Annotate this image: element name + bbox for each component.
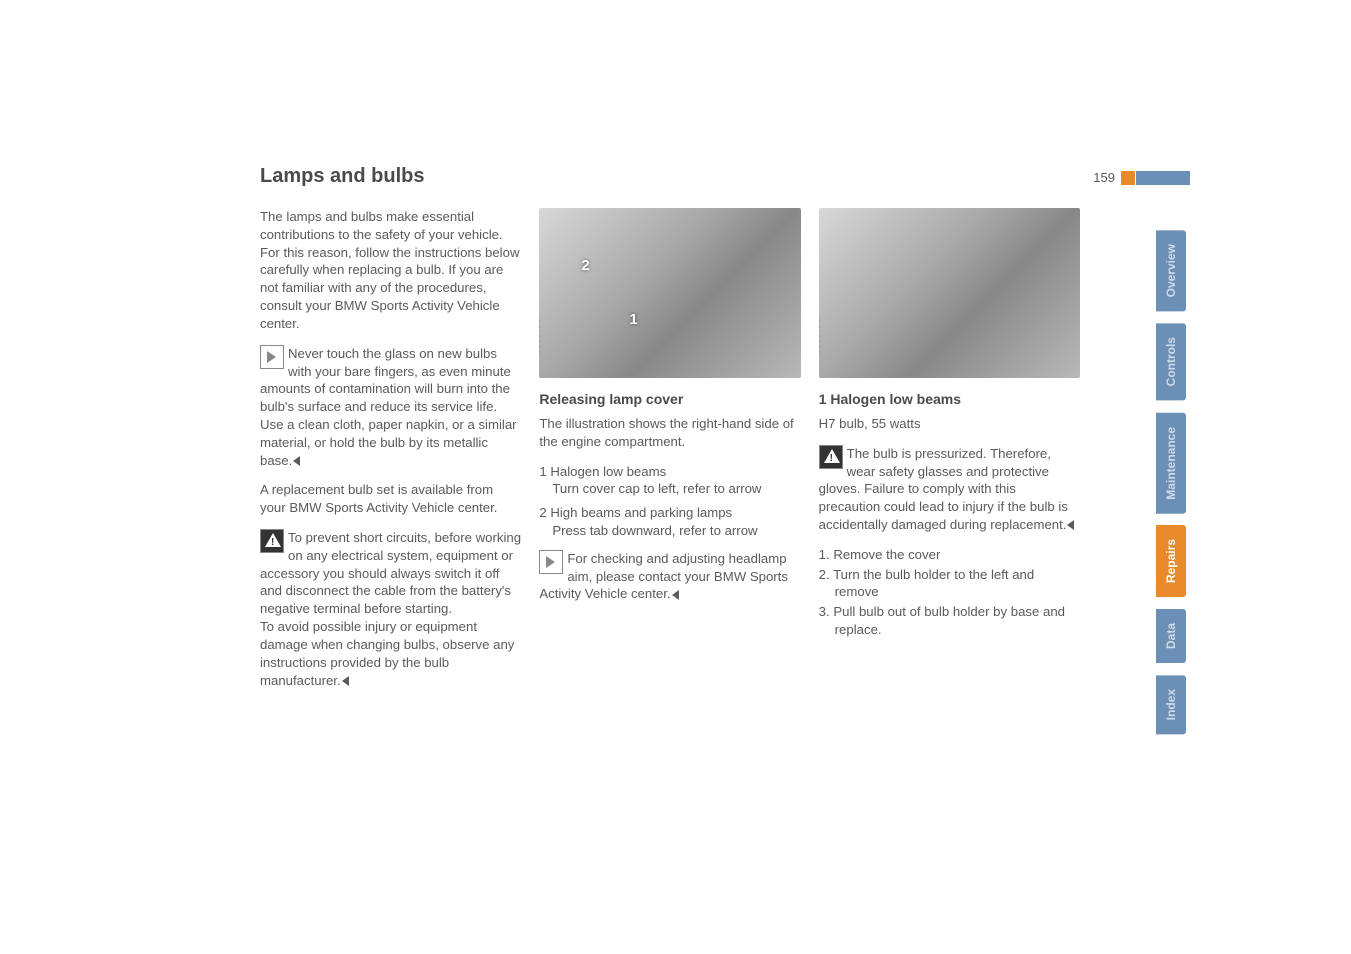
tab-label: Maintenance	[1164, 427, 1178, 500]
warning-block-2: The bulb is pressurized. Therefore, wear…	[819, 445, 1080, 534]
page-title: Lamps and bulbs	[260, 165, 1080, 188]
engine-photo-1: 530de357 2 1	[539, 208, 800, 378]
step-3: 3. Pull bulb out of bulb holder by base …	[819, 603, 1080, 639]
note-text: For checking and adjusting headlamp aim,…	[539, 551, 788, 602]
warning-text-a: To prevent short circuits, before workin…	[260, 530, 521, 616]
photo-code: 530de358	[819, 314, 823, 354]
replacement-paragraph: A replacement bulb set is available from…	[260, 481, 521, 517]
tab-maintenance[interactable]: Maintenance	[1156, 413, 1186, 514]
end-marker-icon	[672, 590, 679, 600]
column-1: The lamps and bulbs make essential contr…	[260, 208, 521, 701]
end-marker-icon	[342, 676, 349, 686]
tab-label: Index	[1164, 689, 1178, 720]
warning-icon	[819, 445, 843, 469]
releasing-cover-heading: Releasing lamp cover	[539, 390, 800, 409]
item-number: 1	[539, 464, 546, 479]
list-item-1: 1 Halogen low beams Turn cover cap to le…	[539, 463, 800, 499]
tab-label: Repairs	[1164, 539, 1178, 583]
page-marker-bar	[1136, 171, 1190, 185]
tab-label: Controls	[1164, 337, 1178, 386]
illustration-paragraph: The illustration shows the right-hand si…	[539, 415, 800, 451]
end-marker-icon	[293, 456, 300, 466]
bulb-spec: H7 bulb, 55 watts	[819, 415, 1080, 433]
note-icon	[539, 550, 563, 574]
note-icon	[260, 345, 284, 369]
tab-label: Overview	[1164, 244, 1178, 297]
tab-index[interactable]: Index	[1156, 675, 1186, 734]
step-1: 1. Remove the cover	[819, 546, 1080, 564]
page-number-block: 159	[1093, 170, 1190, 185]
list-item-2: 2 High beams and parking lamps Press tab…	[539, 504, 800, 540]
tab-overview[interactable]: Overview	[1156, 230, 1186, 311]
content-columns: The lamps and bulbs make essential contr…	[260, 208, 1080, 701]
engine-photo-2: 530de358	[819, 208, 1080, 378]
warning-text: The bulb is pressurized. Therefore, wear…	[819, 446, 1068, 532]
item-label: High beams and parking lamps	[550, 505, 732, 520]
tab-label: Data	[1164, 623, 1178, 649]
item-text: Turn cover cap to left, refer to arrow	[552, 480, 800, 498]
photo-callout-2: 2	[581, 256, 589, 276]
tab-controls[interactable]: Controls	[1156, 323, 1186, 400]
page-number: 159	[1093, 170, 1115, 185]
item-text: Press tab downward, refer to arrow	[552, 522, 800, 540]
photo-code: 530de357	[539, 314, 543, 354]
item-number: 2	[539, 505, 546, 520]
note-block-2: For checking and adjusting headlamp aim,…	[539, 550, 800, 603]
intro-paragraph: The lamps and bulbs make essential contr…	[260, 208, 521, 333]
note-text: Never touch the glass on new bulbs with …	[260, 346, 517, 468]
item-label: Halogen low beams	[550, 464, 666, 479]
tab-data[interactable]: Data	[1156, 609, 1186, 663]
column-3: 530de358 1 Halogen low beams H7 bulb, 55…	[819, 208, 1080, 701]
warning-icon	[260, 529, 284, 553]
warning-text-b: To avoid possible injury or equipment da…	[260, 619, 514, 687]
tab-repairs[interactable]: Repairs	[1156, 525, 1186, 597]
halogen-heading: 1 Halogen low beams	[819, 390, 1080, 409]
column-2: 530de357 2 1 Releasing lamp cover The il…	[539, 208, 800, 701]
end-marker-icon	[1067, 520, 1074, 530]
warning-block: To prevent short circuits, before workin…	[260, 529, 521, 689]
note-block: Never touch the glass on new bulbs with …	[260, 345, 521, 470]
page-content: Lamps and bulbs The lamps and bulbs make…	[260, 165, 1080, 701]
step-2: 2. Turn the bulb holder to the left and …	[819, 566, 1080, 602]
page-marker-square	[1121, 171, 1135, 185]
side-tabs: Overview Controls Maintenance Repairs Da…	[1156, 230, 1190, 747]
photo-callout-1: 1	[629, 310, 637, 330]
